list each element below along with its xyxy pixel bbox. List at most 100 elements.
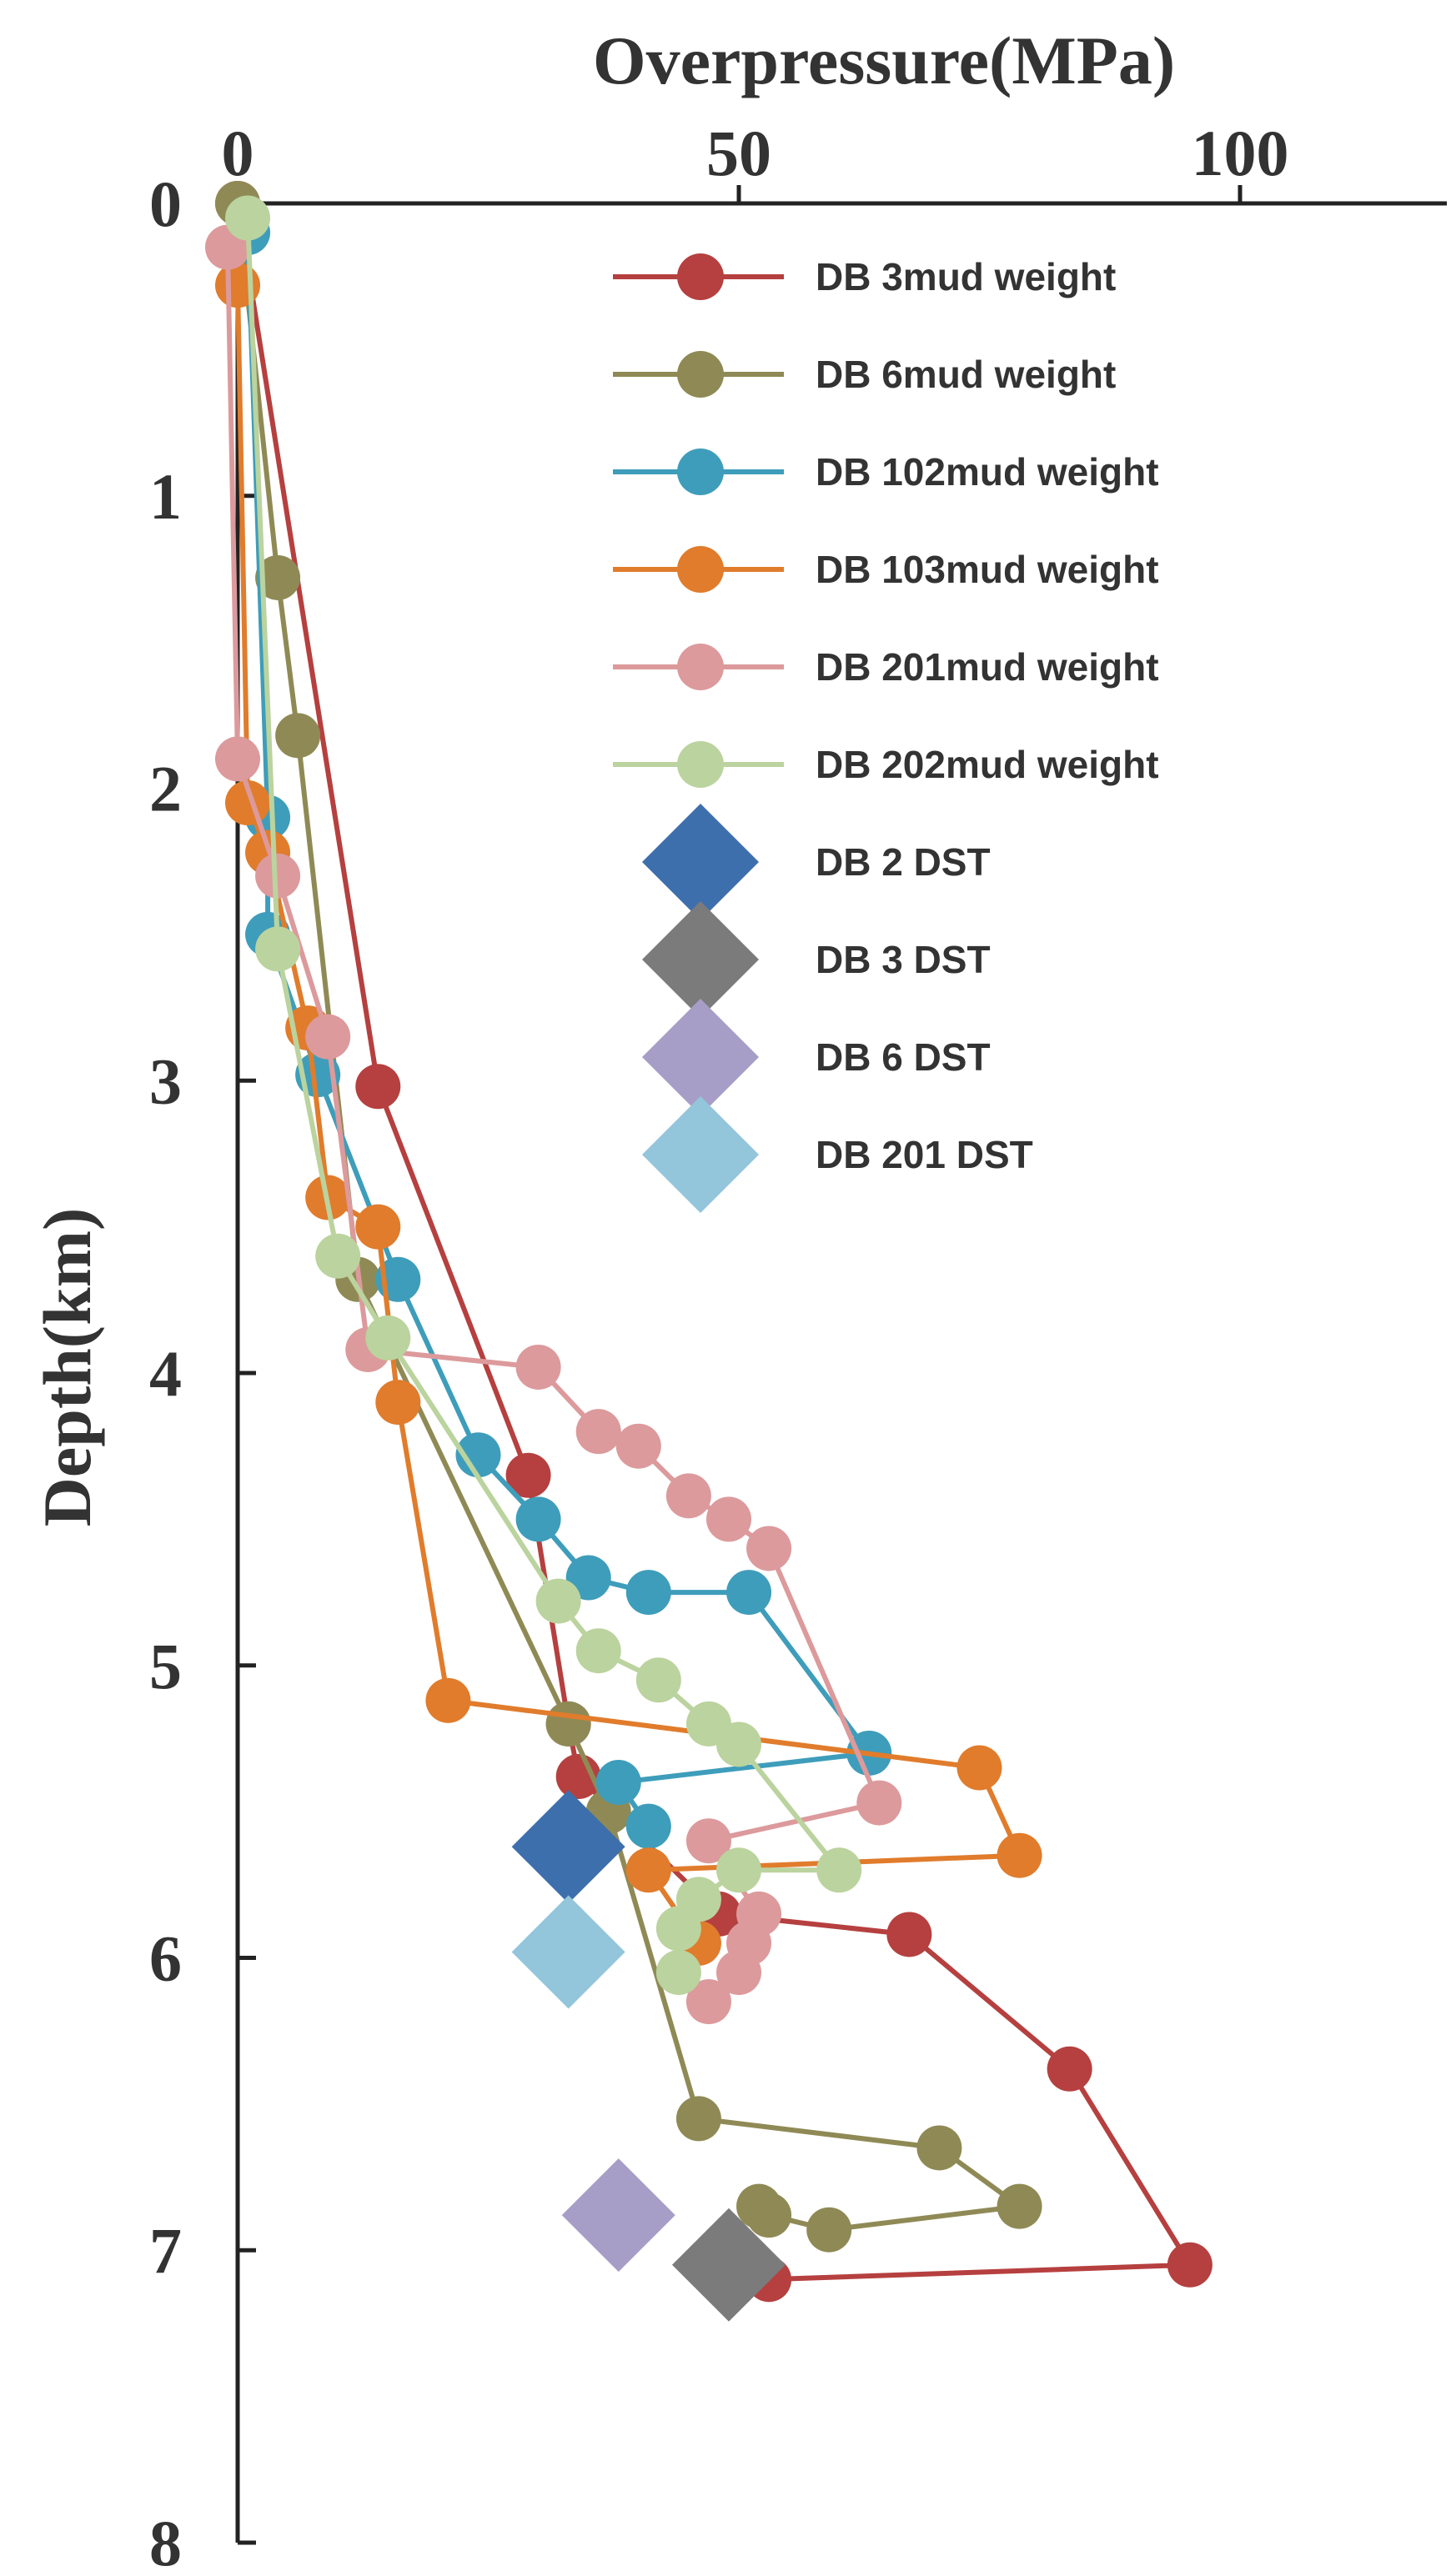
data-point <box>515 1496 561 1542</box>
dst-point <box>511 1790 625 1904</box>
data-point <box>997 2183 1042 2229</box>
data-point <box>545 1701 591 1747</box>
legend-item: DB 202mud weight <box>613 741 1159 788</box>
data-point <box>806 2207 852 2253</box>
legend-label: DB 102mud weight <box>816 450 1159 494</box>
legend-item: DB 3mud weight <box>613 253 1116 300</box>
data-point <box>375 1380 421 1426</box>
data-point <box>916 2125 962 2171</box>
legend-item: DB 201 DST <box>642 1096 1033 1213</box>
series-line <box>235 285 1022 1945</box>
data-point <box>665 1473 711 1519</box>
series-db-201mud-weight <box>204 224 902 2025</box>
series-db-201-dst <box>511 1895 625 2009</box>
data-point <box>575 1409 621 1455</box>
data-point <box>535 1578 581 1624</box>
y-axis-title: Depth(km) <box>29 1208 105 1527</box>
legend-label: DB 2 DST <box>816 840 991 884</box>
legend-item: DB 103mud weight <box>613 546 1159 593</box>
data-point <box>716 1950 761 1996</box>
axes: Overpressure(MPa) Depth(km) 0 50 100 0 1 2 3 4… <box>29 23 1447 2576</box>
legend-label: DB 103mud weight <box>816 548 1159 591</box>
y-tick-label: 5 <box>149 1630 182 1702</box>
legend-label: DB 6mud weight <box>816 353 1116 396</box>
data-point <box>255 926 301 972</box>
legend-label: DB 6 DST <box>816 1035 991 1079</box>
data-point <box>225 195 271 241</box>
legend-label: DB 201 DST <box>816 1133 1033 1176</box>
y-tick-label: 0 <box>149 168 182 240</box>
y-tick-label: 8 <box>149 2507 182 2576</box>
data-point <box>816 1847 862 1893</box>
legend-marker <box>677 741 724 788</box>
y-tick-label: 1 <box>149 460 182 533</box>
data-point <box>1047 2046 1092 2092</box>
legend-item: DB 6mud weight <box>613 351 1116 398</box>
series-db-2-dst <box>511 1790 625 1904</box>
legend-label: DB 3 DST <box>816 938 991 981</box>
data-point <box>726 1570 772 1616</box>
y-tick-label: 2 <box>149 753 182 825</box>
data-point <box>625 1847 671 1893</box>
data-point <box>655 1950 701 1996</box>
legend-marker <box>642 804 759 920</box>
legend: DB 3mud weight DB 6mud weight DB 102mud we… <box>613 253 1159 1213</box>
data-point <box>515 1344 561 1390</box>
x-tick-label: 0 <box>222 117 254 189</box>
legend-marker <box>642 901 759 1018</box>
data-point <box>716 1847 761 1893</box>
dst-point <box>561 2158 675 2273</box>
data-point <box>275 713 321 759</box>
data-point <box>255 853 301 899</box>
y-ticks: 0 1 2 3 4 5 6 7 8 <box>149 168 256 2576</box>
data-point <box>705 1496 751 1542</box>
y-tick-label: 6 <box>149 1922 182 1995</box>
y-tick-label: 4 <box>149 1337 182 1410</box>
dst-point <box>511 1895 625 2009</box>
legend-label: DB 3mud weight <box>816 255 1116 298</box>
legend-item: DB 3 DST <box>642 901 991 1018</box>
x-ticks: 0 50 100 <box>222 117 1289 203</box>
data-point <box>685 1979 731 2025</box>
legend-label: DB 202mud weight <box>816 743 1159 786</box>
legend-item: DB 201mud weight <box>613 644 1159 690</box>
legend-item: DB 2 DST <box>642 804 991 920</box>
data-point <box>505 1452 551 1498</box>
data-point <box>365 1315 411 1361</box>
data-point <box>575 1628 621 1674</box>
data-point <box>625 1570 671 1616</box>
data-point <box>716 1722 761 1767</box>
data-point <box>305 1014 351 1060</box>
data-point <box>886 1912 932 1957</box>
series-db-6-dst <box>561 2158 675 2273</box>
data-point <box>255 554 301 600</box>
y-tick-label: 7 <box>149 2214 182 2287</box>
data-point <box>655 1906 701 1952</box>
data-point <box>595 1760 641 1806</box>
data-point <box>956 1745 1002 1791</box>
plot-area <box>204 181 1212 2322</box>
dst-point <box>671 2208 786 2322</box>
data-point <box>455 1432 501 1478</box>
data-point <box>675 2096 721 2142</box>
data-point <box>685 1818 731 1864</box>
data-point <box>315 1233 361 1279</box>
y-tick-label: 3 <box>149 1045 182 1117</box>
legend-marker <box>677 546 724 593</box>
legend-label: DB 201mud weight <box>816 645 1159 689</box>
legend-marker <box>677 351 724 398</box>
series-db-3-dst <box>671 2208 786 2322</box>
legend-item: DB 102mud weight <box>613 449 1159 495</box>
data-point <box>856 1780 902 1826</box>
data-point <box>215 736 260 782</box>
x-axis-title: Overpressure(MPa) <box>593 23 1175 98</box>
data-point <box>635 1657 681 1703</box>
legend-marker <box>677 644 724 690</box>
data-point <box>615 1423 661 1469</box>
series-db-202mud-weight <box>225 195 862 1996</box>
legend-marker <box>642 999 759 1115</box>
data-point <box>997 1832 1042 1878</box>
x-tick-label: 100 <box>1192 117 1289 189</box>
legend-item: DB 6 DST <box>642 999 991 1115</box>
